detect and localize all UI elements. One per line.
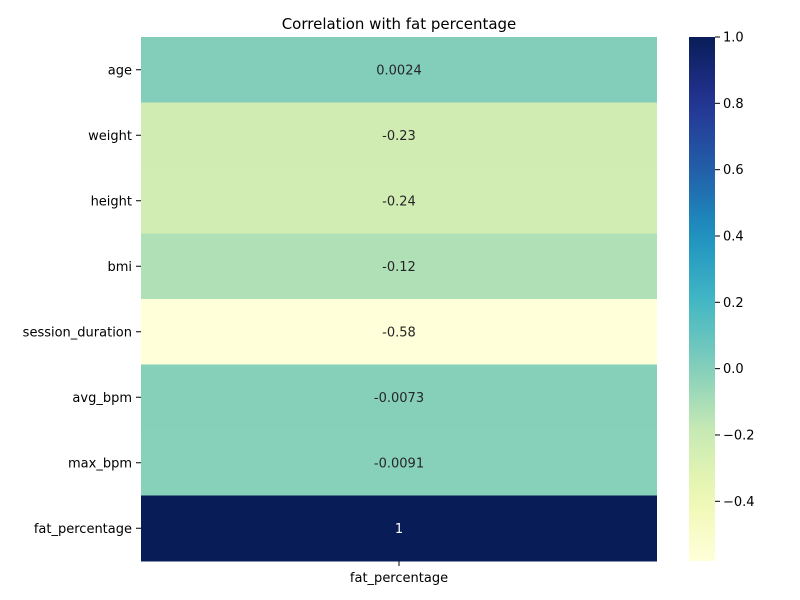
heatmap-cells: 0.0024 -0.23 -0.24 -0.12 -0.58 -0.0073 -0.0091… xyxy=(141,37,657,562)
colorbar-tick-label: −0.2 xyxy=(723,428,755,443)
cell-value-label: -0.12 xyxy=(382,260,416,275)
row-labels: age weight height bmi session_duration avg_bp… xyxy=(23,63,141,537)
heatmap-cell-max_bpm xyxy=(141,430,657,496)
heatmap-cell-fat_percentage xyxy=(141,495,657,562)
heatmap-cell-bmi xyxy=(141,233,657,300)
row-label-max_bpm: max_bpm xyxy=(68,456,132,471)
heatmap-cell-avg_bpm xyxy=(141,364,657,431)
row-label-fat_percentage: fat_percentage xyxy=(34,522,132,537)
heatmap-cell-session_duration xyxy=(141,299,657,365)
colorbar-tick-label: 0.4 xyxy=(723,229,744,244)
cell-value-label: -0.0073 xyxy=(374,391,424,406)
colorbar-tick-label: 0.6 xyxy=(723,163,744,178)
colorbar-tick-label: 0.8 xyxy=(723,97,744,112)
cell-value-label: -0.58 xyxy=(382,325,416,340)
cell-value-label: -0.0091 xyxy=(374,456,424,471)
row-label-avg_bpm: avg_bpm xyxy=(72,391,132,406)
row-label-age: age xyxy=(108,63,132,78)
colorbar-tick-label: 0.0 xyxy=(723,362,744,377)
row-label-bmi: bmi xyxy=(107,260,132,275)
colorbar-tick-label: 0.2 xyxy=(723,296,744,311)
cell-value-label: 1 xyxy=(395,522,403,537)
colorbar-tick-label: −0.4 xyxy=(723,495,755,510)
chart-title: Correlation with fat percentage xyxy=(282,15,517,33)
colorbar: 1.0 0.8 0.6 0.4 0.2 0.0 −0.2 −0.4 xyxy=(689,31,755,561)
heatmap-cell-weight xyxy=(141,102,657,169)
heatmap-cell-age xyxy=(141,37,657,103)
colorbar-gradient xyxy=(689,37,715,561)
column-label-fat_percentage: fat_percentage xyxy=(350,571,448,586)
row-label-session_duration: session_duration xyxy=(23,325,132,340)
row-label-weight: weight xyxy=(88,129,132,144)
row-label-height: height xyxy=(91,194,132,209)
cell-value-label: -0.24 xyxy=(382,194,416,209)
cell-value-label: 0.0024 xyxy=(376,63,422,78)
heatmap-cell-height xyxy=(141,168,657,234)
colorbar-tick-label: 1.0 xyxy=(723,31,744,46)
column-labels: fat_percentage xyxy=(350,561,448,586)
cell-value-label: -0.23 xyxy=(382,129,416,144)
